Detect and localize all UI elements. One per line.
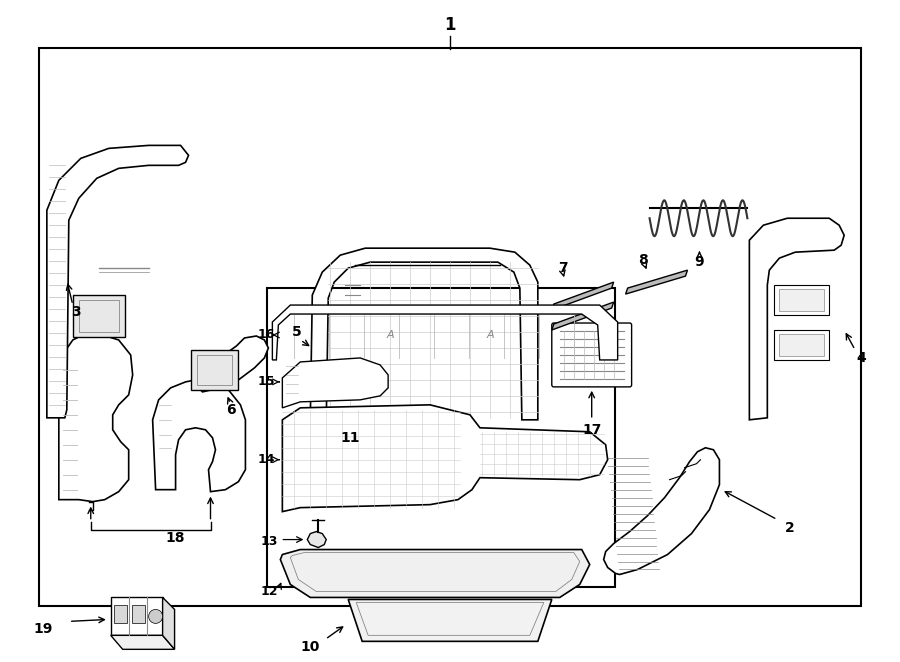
Polygon shape — [111, 636, 175, 649]
Polygon shape — [348, 599, 552, 641]
Text: 7: 7 — [558, 261, 568, 275]
Text: 1: 1 — [445, 16, 455, 34]
Bar — [196, 355, 232, 385]
Text: 12: 12 — [261, 585, 278, 598]
Polygon shape — [552, 302, 614, 330]
Polygon shape — [47, 146, 188, 418]
Bar — [73, 295, 125, 337]
Text: 2: 2 — [785, 520, 794, 535]
FancyBboxPatch shape — [552, 323, 632, 387]
Text: 8: 8 — [638, 253, 647, 267]
Polygon shape — [310, 248, 538, 420]
Polygon shape — [163, 597, 175, 649]
Text: 11: 11 — [340, 431, 360, 445]
Text: A: A — [386, 330, 394, 340]
Polygon shape — [750, 218, 844, 420]
Polygon shape — [283, 405, 608, 512]
Polygon shape — [58, 335, 132, 502]
Text: 18: 18 — [166, 530, 185, 545]
Polygon shape — [626, 270, 688, 294]
Bar — [774, 285, 829, 315]
Polygon shape — [307, 532, 327, 547]
Polygon shape — [281, 549, 590, 597]
Bar — [79, 300, 119, 332]
Text: 4: 4 — [856, 351, 866, 365]
Text: A: A — [486, 330, 494, 340]
Text: 17: 17 — [582, 423, 601, 437]
Polygon shape — [194, 336, 268, 392]
Bar — [779, 289, 824, 311]
Polygon shape — [273, 305, 617, 360]
Polygon shape — [283, 358, 388, 408]
Text: 13: 13 — [261, 535, 278, 548]
Bar — [111, 597, 163, 636]
Bar — [131, 606, 145, 624]
Polygon shape — [552, 282, 614, 310]
Bar — [39, 48, 861, 606]
Text: 14: 14 — [258, 453, 275, 466]
Polygon shape — [604, 448, 719, 575]
Bar — [267, 288, 615, 587]
Text: 9: 9 — [695, 255, 705, 269]
Text: 15: 15 — [258, 375, 275, 389]
Text: 19: 19 — [33, 622, 52, 636]
Bar — [191, 350, 238, 390]
Text: 16: 16 — [258, 328, 275, 342]
Polygon shape — [153, 380, 246, 492]
Circle shape — [148, 610, 163, 624]
Bar — [113, 606, 127, 624]
Text: 6: 6 — [226, 403, 235, 417]
Bar — [774, 330, 829, 360]
Bar — [779, 334, 824, 356]
Text: 10: 10 — [301, 640, 320, 654]
Text: 5: 5 — [292, 325, 302, 339]
Text: 3: 3 — [71, 305, 81, 319]
